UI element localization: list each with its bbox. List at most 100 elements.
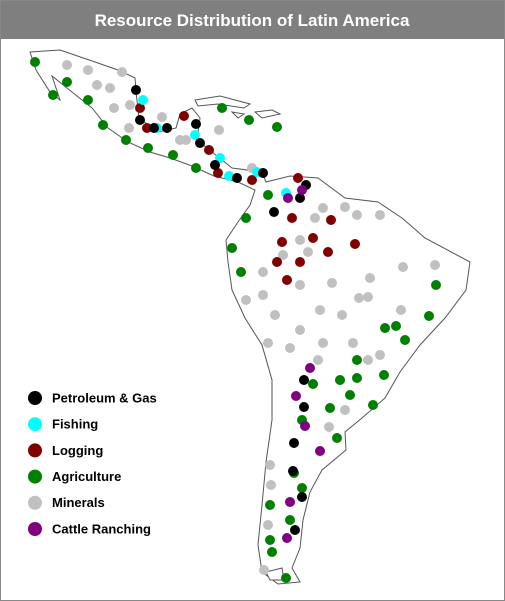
resource-dot: [345, 390, 355, 400]
resource-dot: [277, 237, 287, 247]
resource-dot: [138, 95, 148, 105]
resource-dot: [313, 355, 323, 365]
resource-dot: [181, 135, 191, 145]
resource-dot: [265, 460, 275, 470]
resource-dot: [327, 278, 337, 288]
resource-dot: [318, 203, 328, 213]
resource-dot: [315, 305, 325, 315]
legend-swatch: [28, 443, 42, 458]
resource-dot: [424, 311, 434, 321]
legend-label: Logging: [52, 443, 103, 458]
resource-dot: [350, 239, 360, 249]
title-bar: [1, 1, 504, 39]
resource-dot: [241, 213, 251, 223]
resource-dot: [204, 145, 214, 155]
resource-dot: [335, 375, 345, 385]
resource-dot: [258, 168, 268, 178]
resource-dot: [299, 375, 309, 385]
resource-dot: [236, 267, 246, 277]
resource-dot: [315, 446, 325, 456]
resource-dot: [363, 355, 373, 365]
resource-dot: [305, 363, 315, 373]
resource-dot: [297, 483, 307, 493]
resource-dot: [124, 123, 134, 133]
resource-dot: [258, 290, 268, 300]
legend-label: Minerals: [52, 495, 105, 510]
resource-dot: [105, 83, 115, 93]
resource-dot: [83, 65, 93, 75]
resource-dot: [297, 185, 307, 195]
resource-dot: [265, 500, 275, 510]
resource-dot: [288, 466, 298, 476]
resource-dot: [244, 115, 254, 125]
resource-dot: [282, 275, 292, 285]
resource-dot: [379, 370, 389, 380]
legend-swatch: [28, 495, 42, 510]
resource-dot: [266, 480, 276, 490]
resource-dot: [272, 257, 282, 267]
resource-dot: [195, 138, 205, 148]
resource-dot: [270, 310, 280, 320]
resource-dot: [340, 202, 350, 212]
resource-dot: [215, 153, 225, 163]
resource-dot: [323, 247, 333, 257]
resource-dot: [352, 210, 362, 220]
legend-label: Agriculture: [52, 469, 121, 484]
resource-dot: [290, 525, 300, 535]
resource-dot: [326, 215, 336, 225]
resource-dot: [282, 533, 292, 543]
resource-dot: [131, 85, 141, 95]
resource-dot: [285, 497, 295, 507]
resource-dot: [162, 123, 172, 133]
resource-dot: [400, 335, 410, 345]
resource-dot: [278, 250, 288, 260]
resource-dot: [227, 243, 237, 253]
resource-dot: [352, 355, 362, 365]
island: [194, 95, 252, 109]
legend-swatch: [28, 417, 42, 432]
resource-dot: [98, 120, 108, 130]
legend-swatch: [28, 391, 42, 405]
resource-dot: [289, 438, 299, 448]
resource-dot: [30, 57, 40, 67]
resource-dot: [117, 67, 127, 77]
resource-dot: [285, 515, 295, 525]
resource-dot: [263, 520, 273, 530]
resource-dot: [308, 233, 318, 243]
resource-dot: [365, 273, 375, 283]
resource-dot: [337, 310, 347, 320]
resource-dot: [190, 130, 200, 140]
resource-dot: [232, 173, 242, 183]
resource-dot: [210, 160, 220, 170]
resource-dot: [92, 80, 102, 90]
resource-dot: [300, 421, 310, 431]
resource-dot: [217, 103, 227, 113]
resource-dot: [157, 112, 167, 122]
resource-dot: [293, 173, 303, 183]
resource-dot: [168, 150, 178, 160]
resource-dot: [224, 171, 234, 181]
resource-dot: [354, 293, 364, 303]
resource-dot: [143, 143, 153, 153]
resource-dot: [295, 193, 305, 203]
resource-dot: [241, 295, 251, 305]
resource-dot: [308, 379, 318, 389]
resource-dot: [391, 321, 401, 331]
resource-dot: [380, 323, 390, 333]
resource-dot: [265, 535, 275, 545]
resource-dot: [272, 122, 282, 132]
resource-dot: [62, 60, 72, 70]
resource-dot: [303, 247, 313, 257]
resource-dot: [125, 100, 135, 110]
resource-dot: [295, 257, 305, 267]
resource-dot: [281, 573, 291, 583]
resource-dot: [258, 267, 268, 277]
resource-dot: [149, 123, 159, 133]
legend: Petroleum & Gas Fishing Logging Agriculture…: [28, 390, 157, 536]
resource-dot: [332, 433, 342, 443]
resource-dot: [348, 338, 358, 348]
resource-dot: [431, 280, 441, 290]
resource-dot: [310, 213, 320, 223]
resource-dot: [263, 190, 273, 200]
legend-label: Cattle Ranching: [52, 521, 151, 536]
